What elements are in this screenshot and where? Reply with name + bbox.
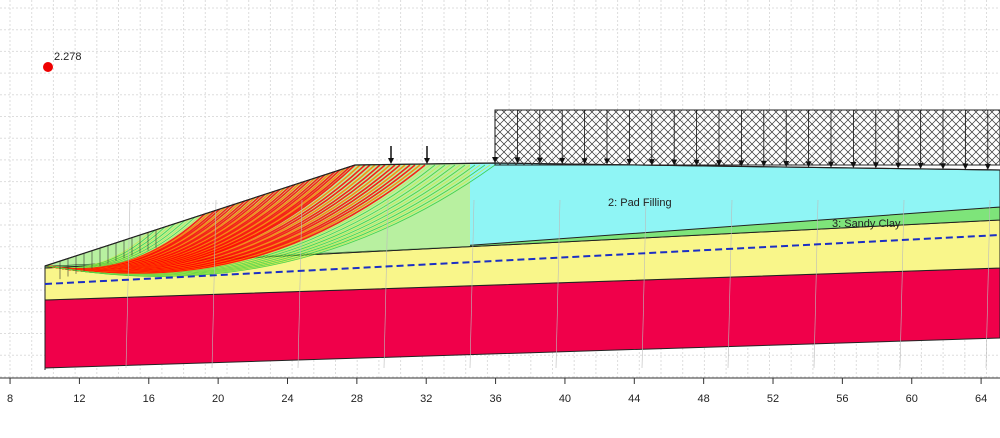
ground-surface bbox=[44, 162, 1000, 267]
slice-line bbox=[641, 199, 647, 369]
x-tick-label: 24 bbox=[281, 393, 293, 405]
slice-line bbox=[813, 199, 819, 369]
load-arrow-head bbox=[604, 158, 610, 165]
x-tick-label: 28 bbox=[351, 393, 363, 405]
slice-line bbox=[297, 199, 303, 369]
slip-center bbox=[43, 62, 53, 72]
x-tick-label: 20 bbox=[212, 393, 224, 405]
load-arrow-head bbox=[850, 161, 857, 168]
load-arrow-head bbox=[783, 161, 790, 168]
load-arrow-head bbox=[559, 157, 566, 164]
load-arrow-head bbox=[895, 162, 902, 169]
x-tick-label: 64 bbox=[975, 393, 987, 405]
load-arrow-head bbox=[671, 159, 678, 166]
x-tick-label: 32 bbox=[420, 393, 432, 405]
material-label: 3: Sandy Clay bbox=[832, 218, 901, 230]
water-table bbox=[44, 234, 1000, 285]
load-arrow-head bbox=[626, 158, 633, 165]
slip-surfaces bbox=[47, 164, 991, 369]
load-arrow-head bbox=[828, 161, 834, 168]
slice-line bbox=[985, 199, 991, 369]
slice-line bbox=[125, 199, 131, 369]
load-arrow-head bbox=[962, 163, 969, 170]
x-tick-label: 8 bbox=[7, 393, 13, 405]
load-arrow-head bbox=[805, 161, 812, 168]
load-arrow-head bbox=[760, 160, 767, 167]
x-tick-label: 36 bbox=[489, 393, 501, 405]
load-arrow-head bbox=[388, 158, 394, 164]
factor-of-safety: 2.278 bbox=[54, 51, 82, 63]
x-tick-label: 12 bbox=[73, 393, 85, 405]
slice-line bbox=[469, 199, 475, 369]
x-tick-label: 16 bbox=[143, 393, 155, 405]
x-tick-label: 44 bbox=[628, 393, 640, 405]
slice-line bbox=[727, 199, 733, 369]
slice-line bbox=[211, 199, 217, 369]
load-arrow-head bbox=[424, 158, 430, 164]
x-axis-ticks: 8 12 16 20 24 28 32 36 40 44 48 52 56 60 64 bbox=[7, 378, 987, 405]
load-arrow-head bbox=[492, 157, 498, 163]
x-tick-label: 40 bbox=[559, 393, 571, 405]
slice-line bbox=[383, 199, 389, 369]
load-arrow-head bbox=[693, 159, 700, 166]
load-arrow-head bbox=[514, 157, 521, 164]
slice-line bbox=[899, 199, 905, 369]
load-arrow-head bbox=[872, 162, 879, 169]
load-arrow-head bbox=[581, 158, 588, 165]
x-tick-label: 48 bbox=[698, 393, 710, 405]
load-arrow-head bbox=[716, 160, 722, 167]
slice-line bbox=[555, 199, 561, 369]
load-arrow-head bbox=[738, 160, 745, 167]
load-arrow-head bbox=[940, 163, 946, 170]
load-arrow-head bbox=[648, 159, 655, 166]
surcharge-load bbox=[494, 109, 1000, 166]
slip-surface bbox=[47, 164, 496, 277]
load-arrows bbox=[388, 110, 991, 170]
load-arrow-head bbox=[984, 163, 991, 170]
material-label: 2: Pad Filling bbox=[608, 197, 672, 209]
x-tick-label: 56 bbox=[836, 393, 848, 405]
load-arrow-head bbox=[536, 157, 543, 164]
x-tick-label: 52 bbox=[767, 393, 779, 405]
load-arrow-head bbox=[917, 162, 924, 169]
x-tick-label: 60 bbox=[906, 393, 918, 405]
